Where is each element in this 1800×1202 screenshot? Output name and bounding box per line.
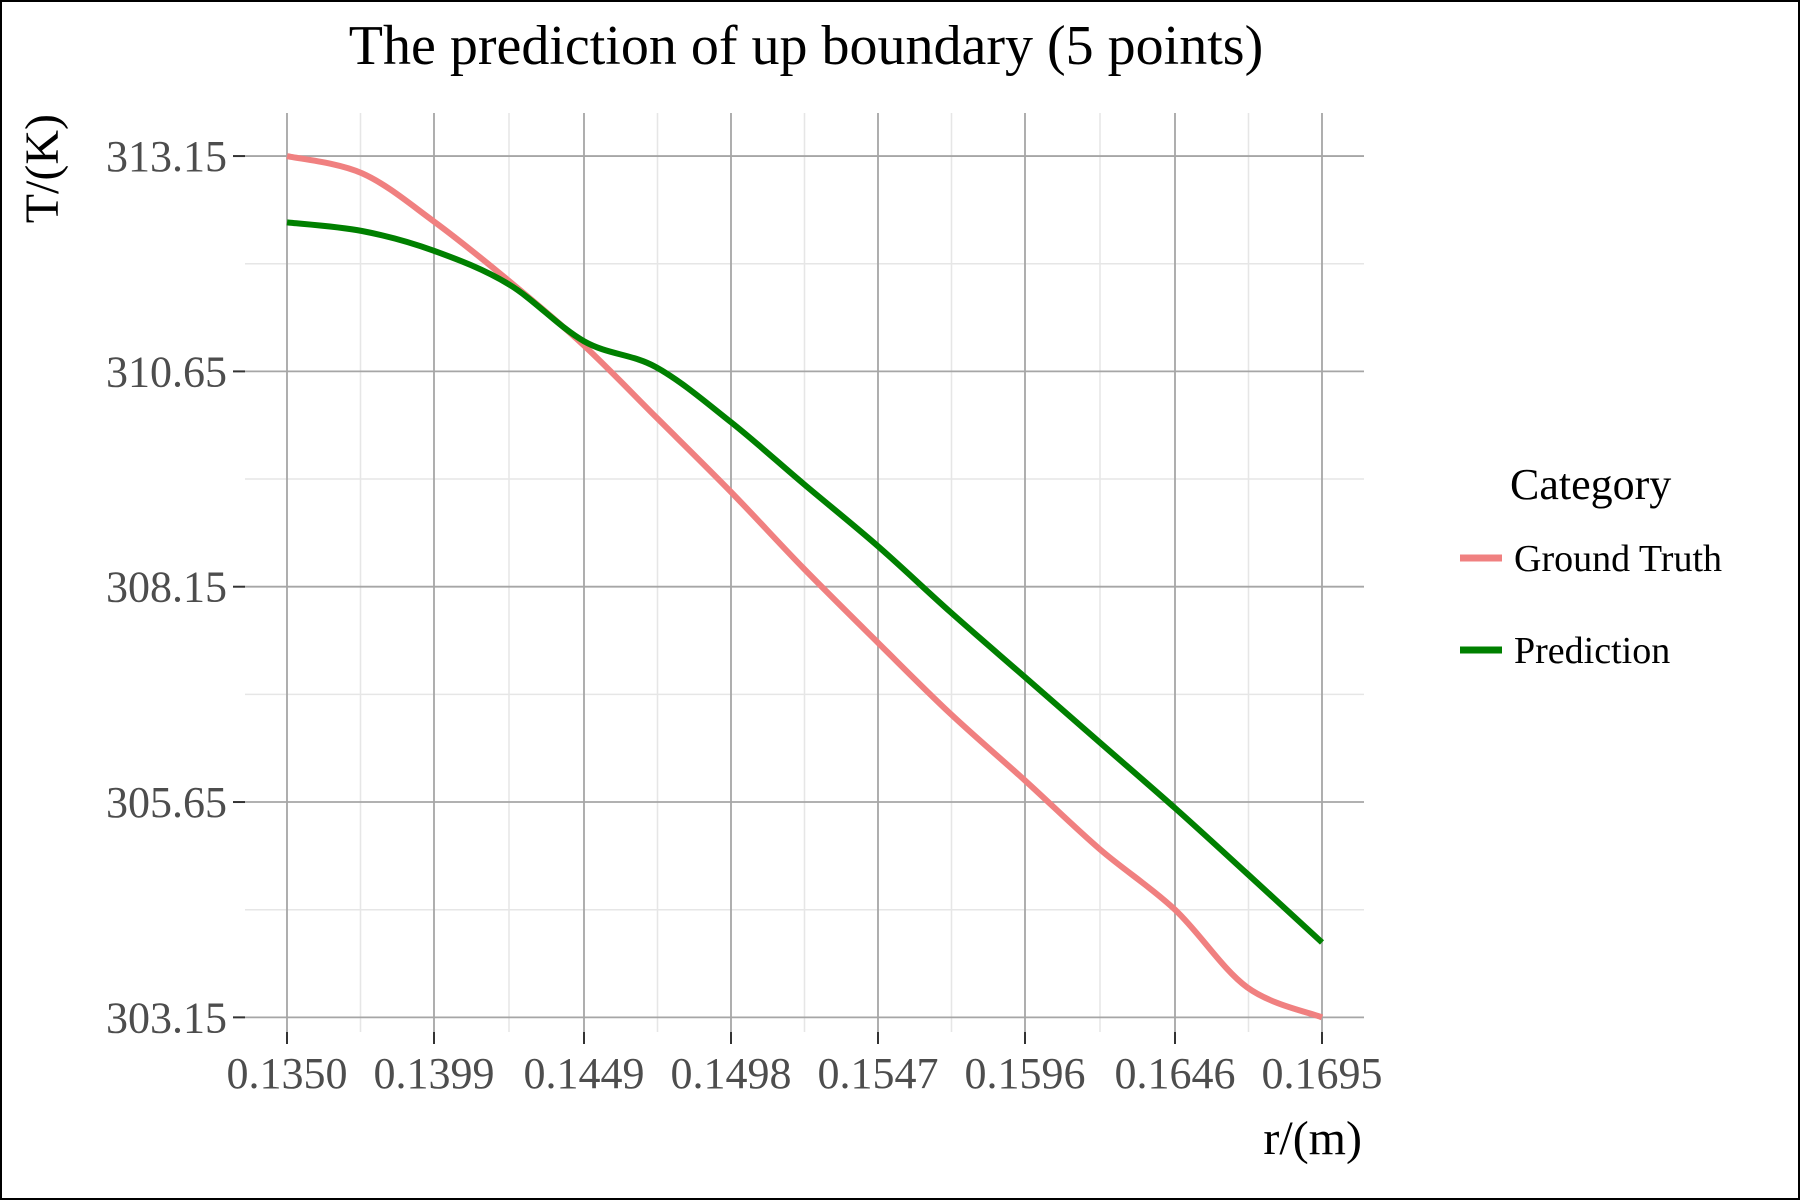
legend-title: Category	[1510, 460, 1671, 509]
y-axis-title: T/(K)	[16, 114, 69, 223]
x-tick-label: 0.1449	[524, 1049, 645, 1098]
series-line-ground-truth	[286, 153, 1324, 1021]
legend: Category Ground Truth Prediction	[1460, 460, 1722, 672]
chart-title: The prediction of up boundary (5 points)	[349, 15, 1263, 77]
series-layer	[286, 153, 1325, 1021]
legend-label-prediction: Prediction	[1514, 630, 1670, 672]
y-tick-label: 305.65	[106, 778, 227, 827]
minor-gridlines	[245, 113, 1364, 1032]
x-tick-label: 0.1547	[818, 1049, 939, 1098]
x-tick-label: 0.1399	[374, 1049, 495, 1098]
y-tick-label: 303.15	[106, 993, 227, 1042]
x-tick-label: 0.1350	[227, 1049, 348, 1098]
series-line-prediction	[286, 219, 1325, 945]
y-tick-label: 308.15	[106, 563, 227, 612]
x-tick-label: 0.1646	[1115, 1049, 1236, 1098]
x-tick-label: 0.1695	[1262, 1049, 1383, 1098]
y-tick-label: 313.15	[106, 132, 227, 181]
major-gridlines	[245, 113, 1364, 1032]
legend-items: Ground Truth Prediction	[1460, 538, 1722, 672]
x-axis-title: r/(m)	[1263, 1112, 1362, 1165]
y-tick-label: 310.65	[106, 347, 227, 396]
x-tick-label: 0.1596	[965, 1049, 1086, 1098]
x-axis: 0.1350 0.1399 0.1449 0.1498 0.1547 0.1596 0.16…	[227, 1032, 1383, 1098]
legend-label-ground-truth: Ground Truth	[1514, 538, 1722, 580]
x-tick-label: 0.1498	[671, 1049, 792, 1098]
y-axis: 303.15 305.65 308.15 310.65 313.15	[106, 132, 245, 1042]
